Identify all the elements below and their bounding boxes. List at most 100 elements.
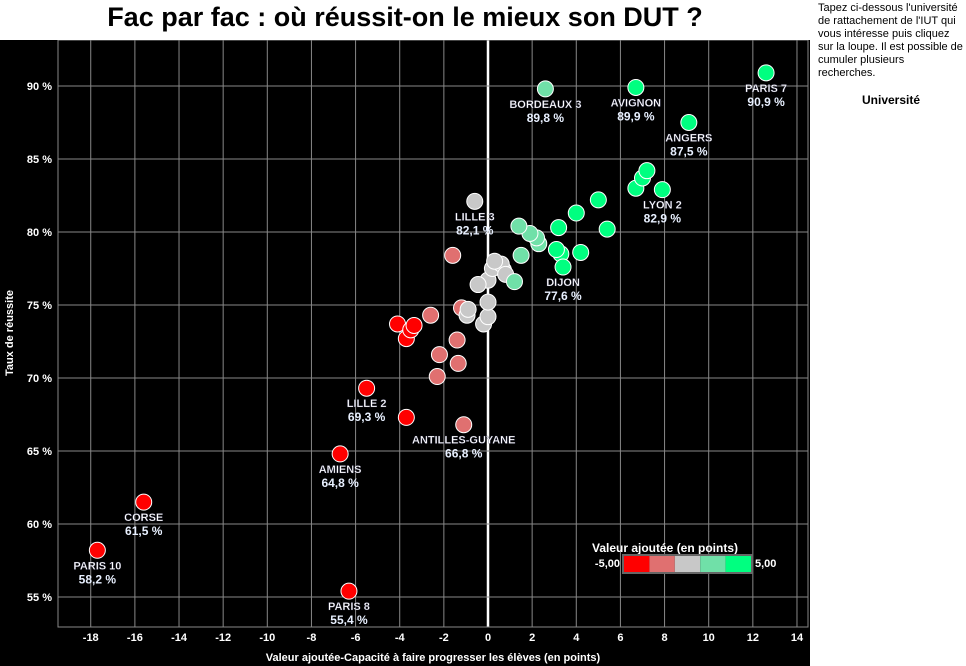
grid xyxy=(57,40,809,628)
x-tick-label: 0 xyxy=(485,632,491,644)
x-tick-label: -12 xyxy=(215,632,231,644)
point-value-label: 82,1 % xyxy=(456,223,494,237)
point-name-label: ANGERS xyxy=(665,133,712,145)
university-filter-label: Université xyxy=(861,93,921,107)
plot-border xyxy=(57,40,809,628)
x-tick-label: -2 xyxy=(439,632,449,644)
y-axis-label: Taux de réussite xyxy=(4,290,16,376)
x-tick-label: -18 xyxy=(83,632,99,644)
data-point xyxy=(466,192,484,210)
data-point xyxy=(638,162,656,180)
x-tick-label: 10 xyxy=(703,632,715,644)
y-tick-label: 90 % xyxy=(27,81,52,93)
data-point xyxy=(405,316,423,334)
chart-title: Fac par fac : où réussit-on le mieux son… xyxy=(107,2,703,32)
x-tick-label: 6 xyxy=(617,632,623,644)
data-point xyxy=(340,582,358,600)
point-name-label: LILLE 3 xyxy=(455,211,495,223)
points xyxy=(88,64,775,600)
data-point xyxy=(397,408,415,426)
point-value-label: 89,8 % xyxy=(527,111,565,125)
data-point xyxy=(757,64,775,82)
data-point xyxy=(331,445,349,463)
x-tick-label: -8 xyxy=(307,632,317,644)
point-name-label: AMIENS xyxy=(319,464,362,476)
data-point xyxy=(422,306,440,324)
point-value-label: 89,9 % xyxy=(617,109,655,123)
data-point xyxy=(449,354,467,372)
point-value-label: 64,8 % xyxy=(321,476,359,490)
x-tick-label: -6 xyxy=(351,632,361,644)
legend-min-label: -5,00 xyxy=(595,558,620,570)
point-name-label: LYON 2 xyxy=(643,200,682,212)
point-name-label: AVIGNON xyxy=(611,97,662,109)
legend-swatch xyxy=(624,556,650,572)
data-point xyxy=(455,416,473,434)
x-axis-label: Valeur ajoutée-Capacité à faire progress… xyxy=(266,652,601,664)
data-point xyxy=(448,331,466,349)
x-tick-label: -10 xyxy=(259,632,275,644)
data-point xyxy=(554,258,572,276)
point-value-label: 77,6 % xyxy=(544,289,582,303)
legend-frame xyxy=(622,554,753,574)
data-point xyxy=(547,241,565,259)
search-instructions: Tapez ci-dessous l'université de rattach… xyxy=(818,2,963,79)
x-tick-label: 14 xyxy=(791,632,804,644)
data-point xyxy=(479,308,497,326)
point-value-label: 82,9 % xyxy=(644,212,682,226)
legend-swatch xyxy=(700,556,726,572)
legend-swatch xyxy=(674,556,701,572)
legend-max-label: 5,00 xyxy=(755,558,776,570)
data-point xyxy=(567,204,585,222)
y-tick-label: 85 % xyxy=(27,154,52,166)
data-point xyxy=(572,243,590,261)
data-point xyxy=(469,276,487,294)
data-point xyxy=(512,246,530,264)
y-tick-label: 70 % xyxy=(27,373,52,385)
x-tick-label: 2 xyxy=(529,632,535,644)
data-point xyxy=(358,379,376,397)
point-name-label: PARIS 8 xyxy=(328,601,370,613)
legend-swatch xyxy=(649,556,675,572)
point-value-label: 69,3 % xyxy=(348,410,386,424)
data-point xyxy=(653,181,671,199)
legend-swatch xyxy=(725,556,751,572)
point-value-label: 58,2 % xyxy=(79,572,117,586)
data-point xyxy=(510,217,528,235)
data-point xyxy=(598,220,616,238)
color-legend: Valeur ajoutée (en points) -5,00 5,00 xyxy=(592,541,776,574)
x-tick-label: 12 xyxy=(747,632,759,644)
data-point xyxy=(536,80,554,98)
y-tick-label: 65 % xyxy=(27,446,52,458)
data-point xyxy=(550,219,568,237)
legend-title: Valeur ajoutée (en points) xyxy=(592,541,738,555)
point-value-label: 87,5 % xyxy=(670,145,708,159)
data-point xyxy=(135,493,153,511)
data-point xyxy=(430,346,448,364)
x-tick-label: -4 xyxy=(395,632,406,644)
point-name-label: BORDEAUX 3 xyxy=(509,99,581,111)
point-value-label: 66,8 % xyxy=(445,447,483,461)
y-tick-label: 55 % xyxy=(27,592,52,604)
data-point xyxy=(428,368,446,386)
data-point xyxy=(589,191,607,209)
x-tick-label: 8 xyxy=(661,632,667,644)
x-tick-label: -16 xyxy=(127,632,143,644)
point-name-label: CORSE xyxy=(124,512,163,524)
data-point xyxy=(479,293,497,311)
data-point xyxy=(505,273,523,291)
point-name-label: ANTILLES-GUYANE xyxy=(412,435,516,447)
y-tick-label: 60 % xyxy=(27,519,52,531)
point-value-label: 61,5 % xyxy=(125,524,163,538)
point-name-label: DIJON xyxy=(546,277,580,289)
scatter-chart: -18 -16 -14 -12 -10 -8 -6 -4 -2 0 2 4 6 8 10 12 14 55 % 60… xyxy=(0,40,810,666)
point-value-label: 55,4 % xyxy=(330,613,368,627)
data-point xyxy=(680,114,698,131)
data-point xyxy=(486,252,504,270)
point-value-label: 90,9 % xyxy=(747,95,785,109)
tick-labels: -18 -16 -14 -12 -10 -8 -6 -4 -2 0 2 4 6 8 10 12 14 55 % 60… xyxy=(27,81,804,644)
data-point xyxy=(459,300,477,318)
y-tick-label: 75 % xyxy=(27,300,52,312)
x-tick-label: -14 xyxy=(171,632,188,644)
